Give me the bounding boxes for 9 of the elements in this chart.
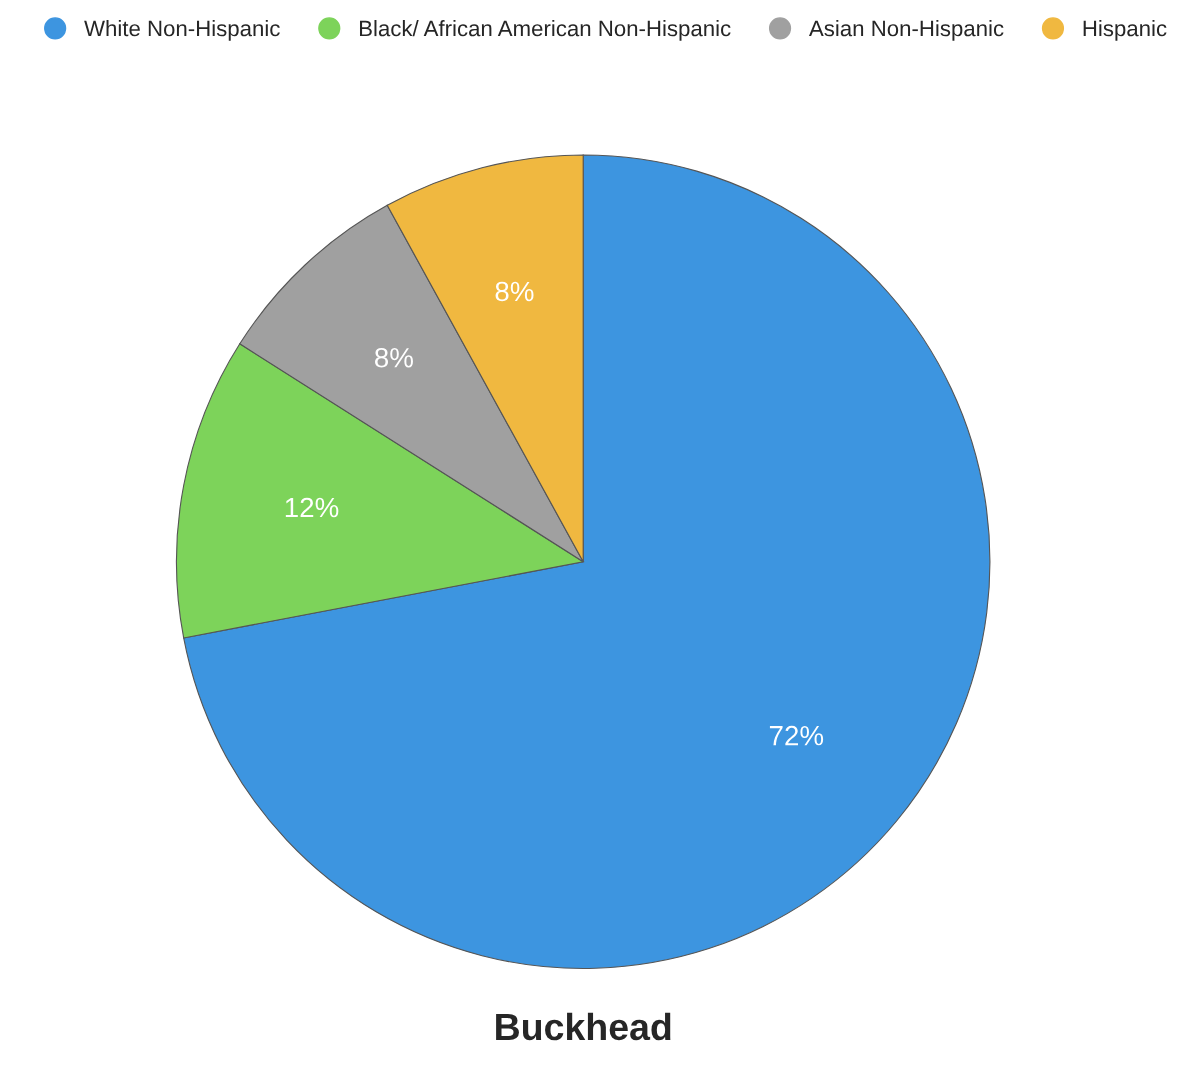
legend-label: Hispanic: [1083, 20, 1167, 41]
data-label: 8%: [375, 347, 413, 368]
legend-label: Black/ African American Non-Hispanic: [359, 20, 731, 41]
legend-label: Asian Non-Hispanic: [808, 20, 1004, 41]
legend-label: White Non-Hispanic: [84, 20, 280, 41]
data-label: 12%: [285, 497, 339, 518]
text: Buckhead: [496, 1012, 671, 1041]
data-label: 8%: [495, 281, 534, 302]
data-label: 72%: [769, 725, 824, 746]
